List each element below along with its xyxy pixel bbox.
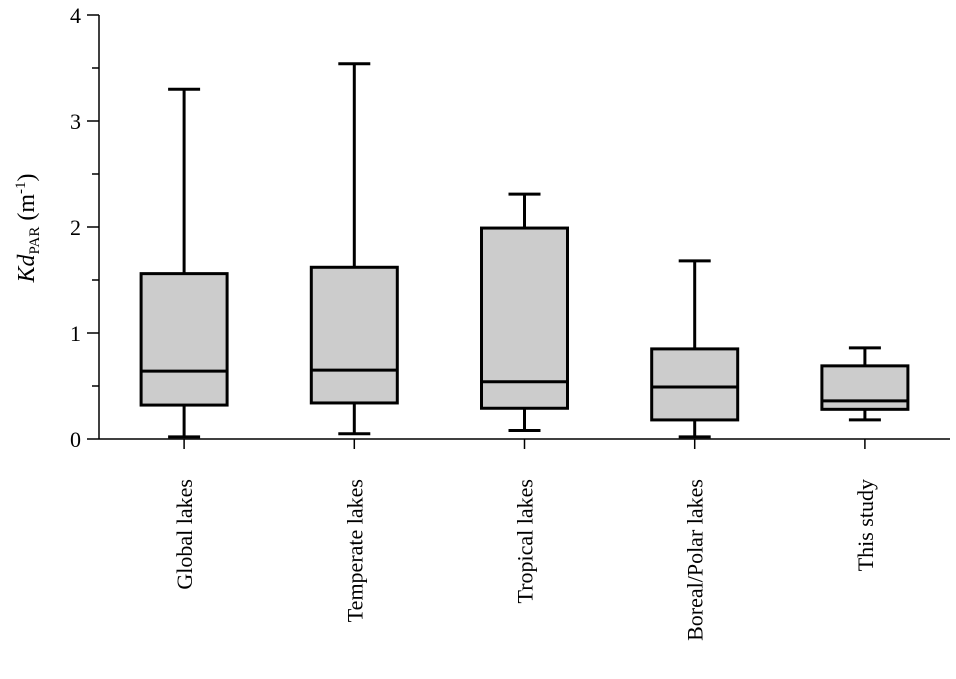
category-label: Temperate lakes: [342, 479, 367, 622]
y-tick-label: 0: [70, 427, 81, 452]
category-label: Boreal/Polar lakes: [683, 479, 708, 641]
y-axis-label: KdPAR (m-1): [13, 174, 43, 284]
box-3: [480, 192, 569, 433]
y-tick-label: 3: [70, 109, 81, 134]
y-axis-label-unit: (m: [14, 194, 40, 221]
category-label: This study: [853, 479, 878, 571]
category-label: Tropical lakes: [513, 479, 538, 603]
category-label: Global lakes: [172, 479, 197, 590]
box-2: [309, 62, 399, 436]
y-axis-label-subscript: PAR: [27, 227, 43, 255]
y-axis-label-exponent: -1: [13, 182, 29, 195]
boxes: [139, 62, 910, 439]
box-1: [139, 87, 229, 439]
y-axis-label-symbol: Kd: [14, 253, 40, 283]
box-5: [820, 346, 910, 422]
iqr-box: [650, 347, 740, 422]
x-ticks: [183, 439, 866, 449]
y-axis-label-unit-close: ): [14, 174, 40, 182]
iqr-box: [139, 272, 229, 407]
category-labels: Global lakes Temperate lakes Tropical lake…: [172, 479, 878, 641]
iqr-box: [820, 364, 910, 411]
y-tick-label: 2: [70, 215, 81, 240]
y-tick-label: 1: [70, 321, 81, 346]
y-ticks: 0 1 2 3 4: [70, 3, 99, 452]
iqr-box: [309, 265, 399, 405]
box-4: [650, 259, 740, 439]
y-tick-label: 4: [70, 3, 81, 28]
iqr-box: [480, 226, 569, 410]
